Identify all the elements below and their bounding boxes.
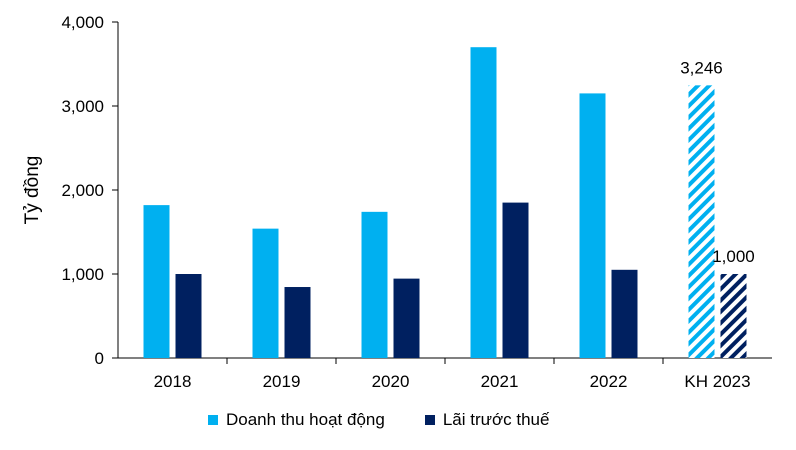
bar-profit-2020 bbox=[393, 278, 420, 358]
y-tick-label: 1,000 bbox=[61, 265, 104, 284]
y-tick-label: 0 bbox=[95, 349, 104, 368]
bar-profit-kh-2023 bbox=[720, 274, 747, 358]
legend: Doanh thu hoạt động Lãi trước thuế bbox=[208, 410, 549, 430]
y-tick-label: 3,000 bbox=[61, 97, 104, 116]
bar-profit-2021 bbox=[502, 202, 529, 358]
data-label: 3,246 bbox=[680, 58, 723, 77]
legend-label-revenue: Doanh thu hoạt động bbox=[226, 410, 385, 429]
bar-revenue-kh-2023 bbox=[688, 85, 715, 358]
x-tick-label: 2020 bbox=[372, 372, 410, 391]
legend-label-profit: Lãi trước thuế bbox=[442, 410, 550, 429]
bar-revenue-2018 bbox=[143, 205, 170, 358]
bar-profit-2019 bbox=[284, 287, 311, 358]
legend-item-revenue: Doanh thu hoạt động bbox=[208, 410, 385, 430]
bar-revenue-2022 bbox=[579, 93, 606, 359]
data-label: 1,000 bbox=[712, 247, 755, 266]
bar-revenue-2020 bbox=[361, 211, 388, 358]
bar-profit-2018 bbox=[175, 274, 202, 358]
x-tick-label: 2022 bbox=[590, 372, 628, 391]
legend-item-profit: Lãi trước thuế bbox=[424, 410, 550, 430]
x-tick-label: 2018 bbox=[154, 372, 192, 391]
y-tick-label: 4,000 bbox=[61, 13, 104, 32]
x-tick-label: KH 2023 bbox=[684, 372, 750, 391]
legend-swatch-profit bbox=[424, 415, 435, 425]
y-axis-title: Tỷ đồng bbox=[22, 156, 43, 225]
bar-profit-2022 bbox=[611, 269, 638, 358]
x-tick-label: 2019 bbox=[263, 372, 301, 391]
legend-swatch-revenue bbox=[208, 415, 218, 425]
bar-revenue-2021 bbox=[470, 47, 497, 358]
x-tick-label: 2021 bbox=[481, 372, 519, 391]
bar-revenue-2019 bbox=[252, 228, 279, 358]
bar-chart: Tỷ đồng 0 1,000 2,000 3,000 4,000 2018 2019 202… bbox=[22, 13, 772, 391]
y-tick-label: 2,000 bbox=[61, 181, 104, 200]
